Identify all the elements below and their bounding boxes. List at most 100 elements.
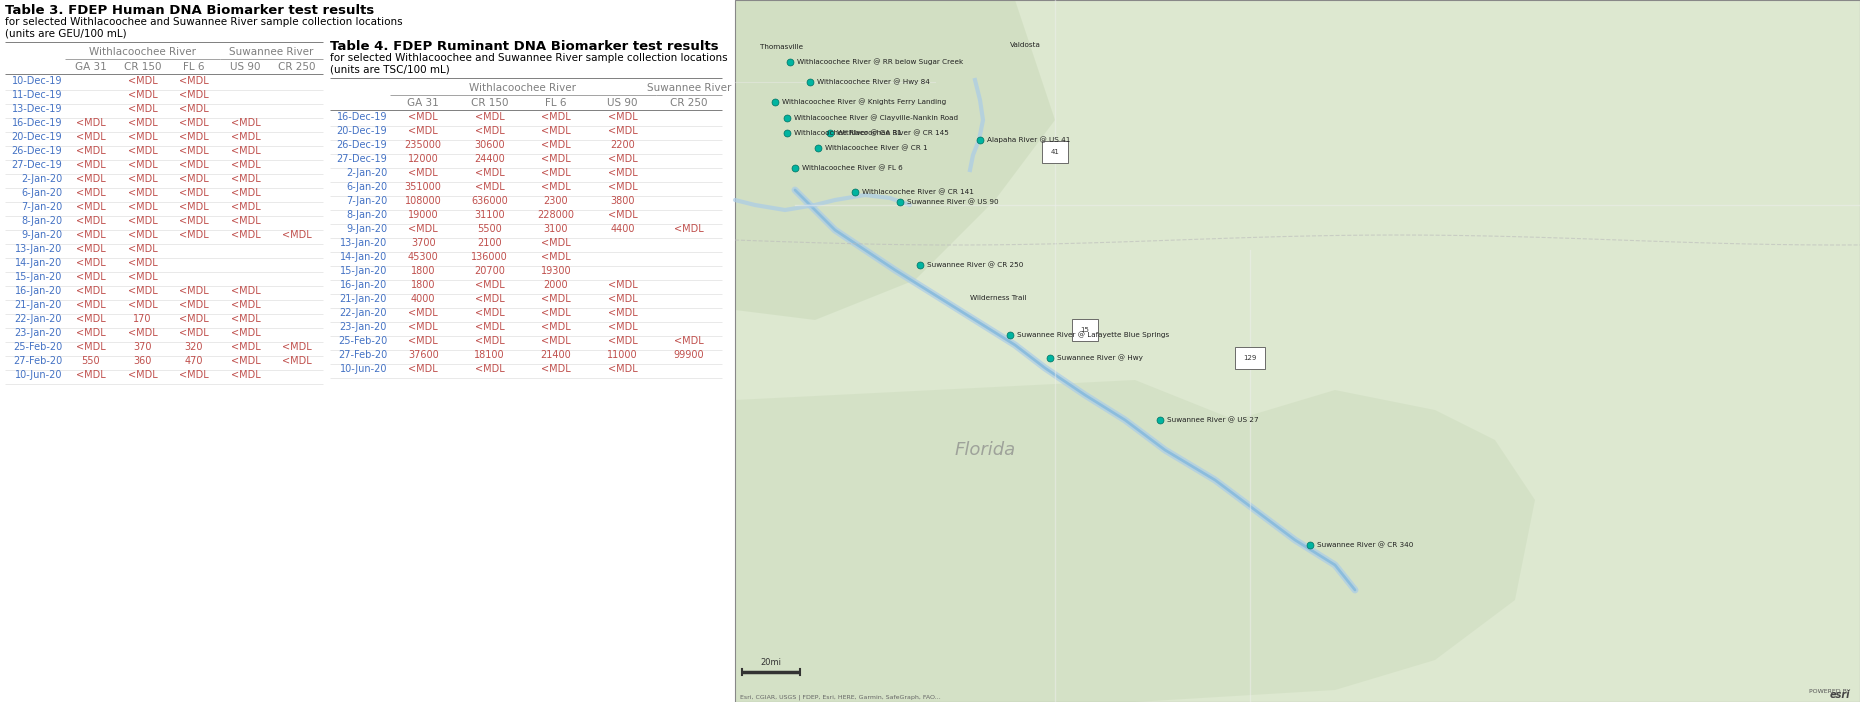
Text: <MDL: <MDL	[128, 174, 158, 184]
Text: <MDL: <MDL	[673, 336, 703, 346]
Text: 24400: 24400	[474, 154, 504, 164]
Bar	[735, 0, 1860, 702]
Text: 370: 370	[134, 342, 153, 352]
Text: <MDL: <MDL	[231, 118, 260, 128]
Text: <MDL: <MDL	[128, 202, 158, 212]
Text: <MDL: <MDL	[474, 280, 504, 290]
Text: 21-Jan-20: 21-Jan-20	[15, 300, 61, 310]
Text: (units are TSC/100 mL): (units are TSC/100 mL)	[329, 64, 450, 74]
Text: <MDL: <MDL	[409, 126, 439, 136]
Text: 4000: 4000	[411, 294, 435, 304]
Text: 3700: 3700	[411, 238, 435, 248]
Text: GA 31: GA 31	[74, 62, 106, 72]
Text: <MDL: <MDL	[474, 294, 504, 304]
Text: <MDL: <MDL	[541, 182, 571, 192]
Text: 1800: 1800	[411, 266, 435, 276]
Text: <MDL: <MDL	[76, 188, 106, 198]
Text: <MDL: <MDL	[128, 76, 158, 86]
Text: 13-Jan-20: 13-Jan-20	[15, 244, 61, 254]
Text: <MDL: <MDL	[283, 342, 312, 352]
Text: <MDL: <MDL	[179, 328, 208, 338]
Text: Withlacoochee River: Withlacoochee River	[469, 83, 577, 93]
Text: 20mi: 20mi	[761, 658, 781, 667]
Text: CR 150: CR 150	[471, 98, 508, 108]
Text: <MDL: <MDL	[541, 294, 571, 304]
Text: 6-Jan-20: 6-Jan-20	[20, 188, 61, 198]
Text: Suwannee River @ CR 340: Suwannee River @ CR 340	[1317, 542, 1414, 548]
Text: <MDL: <MDL	[608, 294, 638, 304]
Text: CR 250: CR 250	[279, 62, 316, 72]
Text: Suwannee River @ Lafayette Blue Springs: Suwannee River @ Lafayette Blue Springs	[1017, 331, 1170, 338]
Text: (units are GEU/100 mL): (units are GEU/100 mL)	[6, 28, 126, 38]
Text: 470: 470	[184, 356, 203, 366]
Text: <MDL: <MDL	[179, 76, 208, 86]
Text: 27-Dec-19: 27-Dec-19	[11, 160, 61, 170]
Text: 3800: 3800	[610, 196, 634, 206]
Text: Table 4. FDEP Ruminant DNA Biomarker test results: Table 4. FDEP Ruminant DNA Biomarker tes…	[329, 40, 718, 53]
Text: esri: esri	[1830, 690, 1851, 700]
Text: 320: 320	[184, 342, 203, 352]
Polygon shape	[735, 380, 1534, 702]
Text: <MDL: <MDL	[608, 364, 638, 374]
Text: 351000: 351000	[405, 182, 441, 192]
Text: 2-Jan-20: 2-Jan-20	[20, 174, 61, 184]
Text: for selected Withlacoochee and Suwannee River sample collection locations: for selected Withlacoochee and Suwannee …	[329, 53, 727, 63]
Text: <MDL: <MDL	[128, 328, 158, 338]
Text: <MDL: <MDL	[76, 216, 106, 226]
Text: <MDL: <MDL	[608, 280, 638, 290]
Text: FL 6: FL 6	[545, 98, 567, 108]
Text: <MDL: <MDL	[179, 202, 208, 212]
Text: 2-Jan-20: 2-Jan-20	[346, 168, 387, 178]
Text: <MDL: <MDL	[231, 216, 260, 226]
Text: <MDL: <MDL	[76, 300, 106, 310]
Text: 2100: 2100	[478, 238, 502, 248]
Text: US 90: US 90	[231, 62, 260, 72]
Text: 13-Jan-20: 13-Jan-20	[340, 238, 387, 248]
Text: 228000: 228000	[538, 210, 575, 220]
Text: <MDL: <MDL	[541, 154, 571, 164]
Text: 99900: 99900	[673, 350, 705, 360]
Text: <MDL: <MDL	[76, 146, 106, 156]
Text: <MDL: <MDL	[541, 112, 571, 122]
Text: 4400: 4400	[610, 224, 634, 234]
Text: <MDL: <MDL	[409, 168, 439, 178]
Text: <MDL: <MDL	[474, 168, 504, 178]
Text: <MDL: <MDL	[179, 132, 208, 142]
Text: <MDL: <MDL	[179, 90, 208, 100]
Text: CR 150: CR 150	[123, 62, 162, 72]
Text: <MDL: <MDL	[231, 328, 260, 338]
Text: 22-Jan-20: 22-Jan-20	[340, 308, 387, 318]
Bar	[735, 0, 1860, 702]
Text: <MDL: <MDL	[474, 182, 504, 192]
Text: Suwannee River @ US 90: Suwannee River @ US 90	[908, 199, 999, 205]
Text: <MDL: <MDL	[128, 132, 158, 142]
Text: <MDL: <MDL	[128, 188, 158, 198]
Text: <MDL: <MDL	[474, 336, 504, 346]
Text: <MDL: <MDL	[541, 168, 571, 178]
Text: <MDL: <MDL	[179, 230, 208, 240]
Text: <MDL: <MDL	[128, 286, 158, 296]
Text: 16-Dec-19: 16-Dec-19	[337, 112, 387, 122]
Text: 129: 129	[1242, 355, 1257, 361]
Text: 136000: 136000	[471, 252, 508, 262]
Text: for selected Withlacoochee and Suwannee River sample collection locations: for selected Withlacoochee and Suwannee …	[6, 17, 402, 27]
Text: 45300: 45300	[407, 252, 439, 262]
Text: <MDL: <MDL	[409, 336, 439, 346]
Text: 18100: 18100	[474, 350, 504, 360]
Text: 23-Jan-20: 23-Jan-20	[340, 322, 387, 332]
Text: 26-Dec-19: 26-Dec-19	[337, 140, 387, 150]
Text: <MDL: <MDL	[179, 146, 208, 156]
Text: <MDL: <MDL	[673, 224, 703, 234]
Text: <MDL: <MDL	[541, 322, 571, 332]
Text: <MDL: <MDL	[231, 174, 260, 184]
Text: <MDL: <MDL	[76, 160, 106, 170]
Text: <MDL: <MDL	[409, 308, 439, 318]
Text: 170: 170	[134, 314, 153, 324]
Text: Suwannee River: Suwannee River	[229, 47, 314, 57]
Text: <MDL: <MDL	[474, 126, 504, 136]
Text: <MDL: <MDL	[231, 146, 260, 156]
Text: 25-Feb-20: 25-Feb-20	[339, 336, 387, 346]
Text: 636000: 636000	[471, 196, 508, 206]
Text: 23-Jan-20: 23-Jan-20	[15, 328, 61, 338]
Text: <MDL: <MDL	[179, 118, 208, 128]
